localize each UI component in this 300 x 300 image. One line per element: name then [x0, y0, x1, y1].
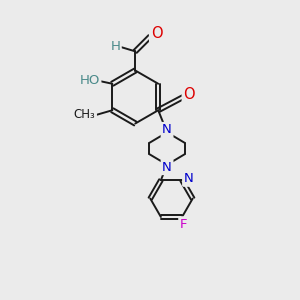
- Text: F: F: [180, 218, 187, 231]
- Text: H: H: [110, 40, 120, 53]
- Text: N: N: [162, 160, 172, 174]
- Text: O: O: [151, 26, 162, 41]
- Text: N: N: [184, 172, 194, 185]
- Text: O: O: [183, 87, 195, 102]
- Text: HO: HO: [80, 74, 100, 87]
- Text: CH₃: CH₃: [74, 108, 95, 121]
- Text: N: N: [162, 124, 172, 136]
